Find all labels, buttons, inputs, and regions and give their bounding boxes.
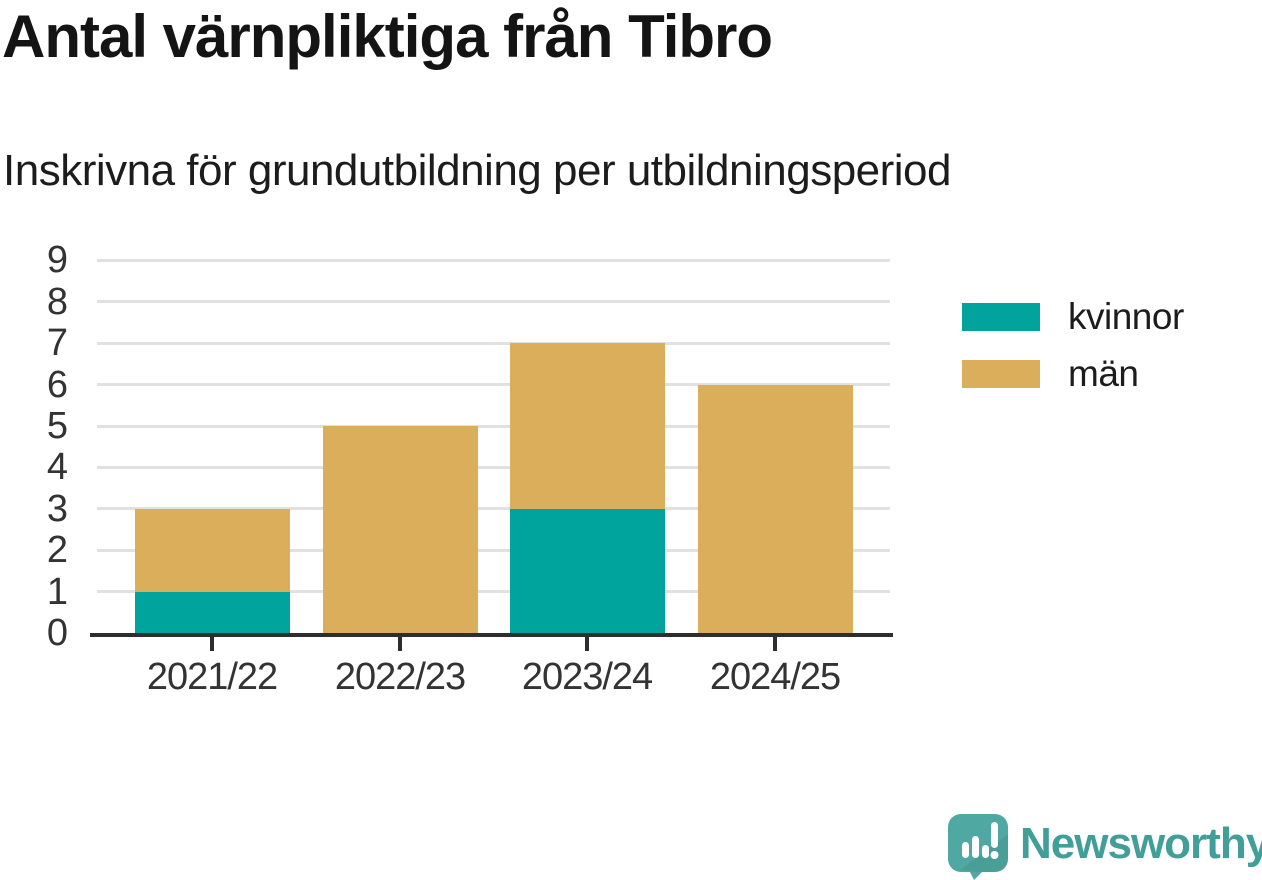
- legend-item-kvinnor: kvinnor: [962, 295, 1184, 339]
- x-axis-tick: [398, 637, 402, 651]
- bar-segment-män: [509, 343, 665, 509]
- y-axis-tick-label: 1: [46, 570, 68, 613]
- legend-swatch-man: [962, 360, 1040, 388]
- x-axis-line: [90, 633, 893, 637]
- chart-subtitle: Inskrivna för grundutbildning per utbild…: [3, 146, 952, 195]
- gridline: [97, 548, 890, 552]
- y-axis-tick-label: 9: [46, 239, 68, 282]
- gridline: [97, 341, 890, 345]
- legend-label: män: [1068, 353, 1139, 394]
- legend-label: kvinnor: [1068, 296, 1184, 337]
- y-axis-tick-label: 8: [46, 280, 68, 323]
- x-axis-tick: [773, 637, 777, 651]
- x-axis-tick: [585, 637, 589, 651]
- bar-segment-män: [697, 384, 853, 633]
- x-axis-tick-label: 2024/25: [709, 656, 841, 698]
- y-axis-tick-label: 7: [46, 322, 68, 365]
- bar-segment-män: [322, 426, 478, 633]
- gridline: [97, 590, 890, 594]
- y-axis-tick-label: 4: [46, 446, 68, 489]
- gridline: [97, 465, 890, 469]
- newsworthy-wordmark: Newsworthy: [1020, 819, 1262, 868]
- bar-segment-kvinnor: [134, 591, 290, 633]
- legend-swatch-kvinnor: [962, 303, 1040, 331]
- bar-segment-kvinnor: [509, 508, 665, 633]
- gridline: [97, 300, 890, 304]
- gridline: [97, 258, 890, 262]
- x-axis-tick: [210, 637, 214, 651]
- chart-legend: kvinnor män: [962, 295, 1184, 409]
- x-axis-tick-label: 2022/23: [334, 656, 466, 698]
- y-axis-tick-label: 6: [46, 363, 68, 406]
- chart-title: Antal värnpliktiga från Tibro: [2, 3, 773, 70]
- newsworthy-logo: Newsworthy: [946, 812, 1262, 880]
- x-axis-tick-label: 2021/22: [146, 656, 278, 698]
- y-axis-tick-label: 3: [46, 487, 68, 530]
- y-axis-tick-label: 0: [46, 612, 68, 654]
- x-axis-tick-label: 2023/24: [521, 656, 653, 698]
- y-axis-tick-label: 2: [46, 529, 68, 572]
- gridline: [97, 424, 890, 428]
- gridline: [97, 383, 890, 387]
- bar-segment-män: [134, 508, 290, 592]
- gridline: [97, 507, 890, 511]
- y-axis-tick-label: 5: [46, 405, 68, 447]
- newsworthy-speech-bubble-bar-chart-icon: [948, 814, 1008, 880]
- legend-item-man: män: [962, 352, 1184, 396]
